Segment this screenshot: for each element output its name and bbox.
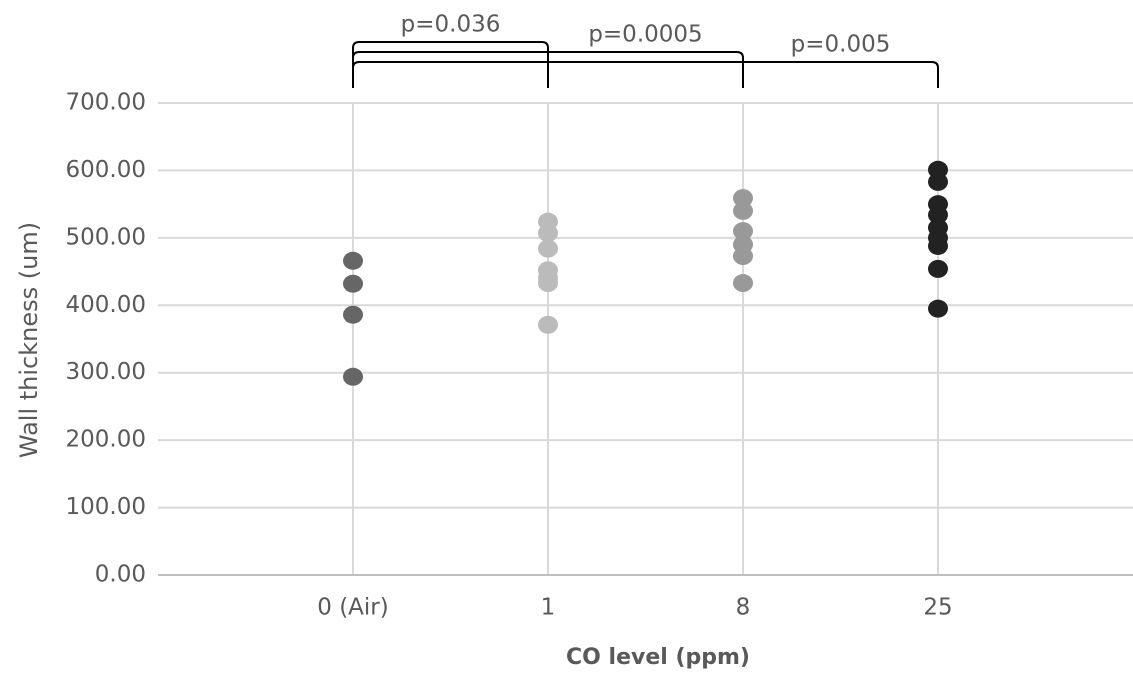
p-value-label: p=0.036 [401,12,501,38]
dot [343,305,363,324]
dot [343,274,363,293]
x-tick-label: 0 (Air) [317,595,388,621]
significance-bracket [352,61,939,88]
y-tick-label: 300.00 [66,359,146,385]
y-tick-label: 600.00 [66,157,146,183]
x-axis-label: CO level (ppm) [566,645,750,670]
y-tick-label: 100.00 [66,494,146,520]
dot [343,251,363,270]
dot [733,189,753,208]
significance-bracket [352,51,744,88]
y-tick-label: 500.00 [66,224,146,250]
p-value-label: p=0.0005 [588,22,702,48]
dot [928,236,948,255]
y-tick-label: 700.00 [66,90,146,116]
y-tick-label: 200.00 [66,427,146,453]
dot [928,299,948,318]
dot [343,367,363,386]
y-axis-label: Wall thickness (um) [15,222,43,458]
dot [733,247,753,266]
dot [928,205,948,224]
dot [538,239,558,258]
x-tick-label: 25 [923,595,952,621]
dot [733,222,753,241]
x-tick-label: 8 [736,595,751,621]
y-tick-label: 400.00 [66,292,146,318]
dot [928,172,948,191]
significance-bracket [352,41,549,88]
dot [733,274,753,293]
dot [538,224,558,243]
dot [928,259,948,278]
dot [733,201,753,220]
p-value-label: p=0.005 [791,32,891,58]
y-tick-label: 0.00 [95,562,146,588]
dot [538,274,558,293]
x-tick-label: 1 [541,595,556,621]
dot [538,315,558,334]
